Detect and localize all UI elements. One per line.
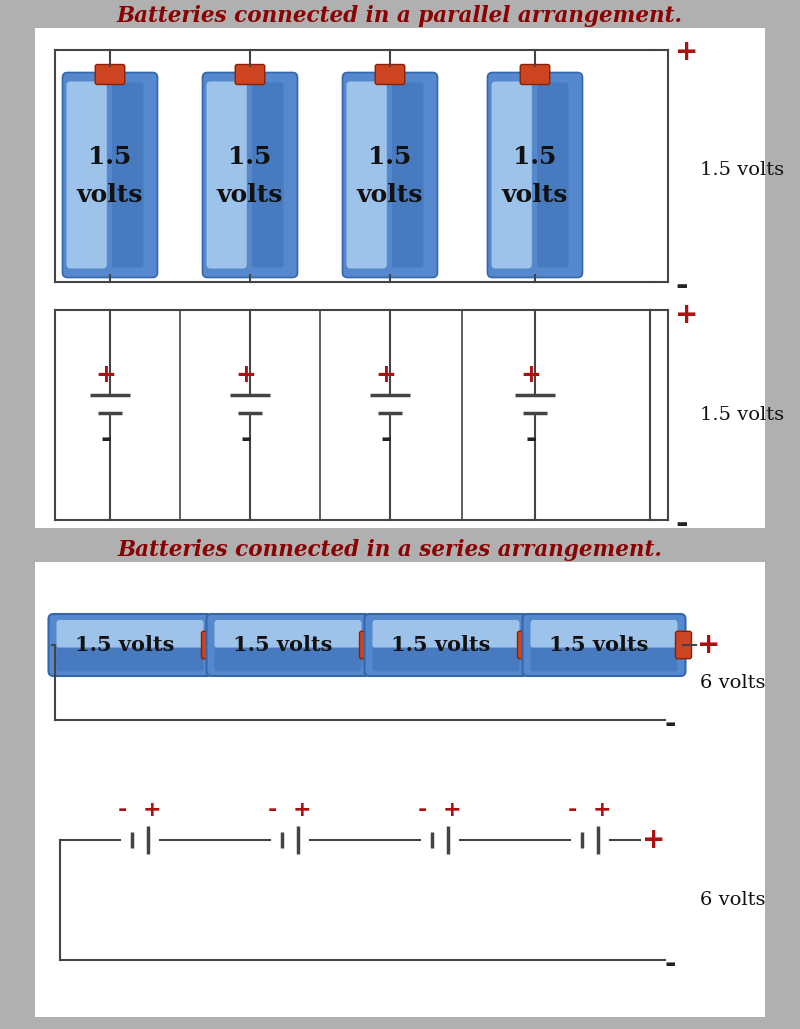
Text: 1.5 volts: 1.5 volts bbox=[700, 406, 784, 424]
Text: +: + bbox=[697, 631, 720, 659]
Text: +: + bbox=[235, 363, 257, 387]
Text: 1.5: 1.5 bbox=[368, 145, 412, 169]
FancyBboxPatch shape bbox=[202, 632, 218, 659]
FancyBboxPatch shape bbox=[487, 72, 582, 278]
FancyBboxPatch shape bbox=[95, 65, 125, 84]
Text: -: - bbox=[380, 425, 392, 453]
FancyBboxPatch shape bbox=[57, 620, 203, 648]
FancyBboxPatch shape bbox=[35, 562, 765, 1017]
Text: 1.5 volts: 1.5 volts bbox=[234, 635, 333, 655]
Text: 1.5: 1.5 bbox=[88, 145, 132, 169]
Text: -: - bbox=[100, 425, 112, 453]
Text: volts: volts bbox=[77, 183, 143, 207]
Text: -: - bbox=[664, 950, 676, 978]
FancyBboxPatch shape bbox=[202, 72, 298, 278]
FancyBboxPatch shape bbox=[530, 647, 678, 671]
Text: +: + bbox=[675, 38, 698, 66]
Text: -: - bbox=[526, 425, 537, 453]
FancyBboxPatch shape bbox=[491, 81, 532, 269]
FancyBboxPatch shape bbox=[392, 82, 423, 268]
Text: -: - bbox=[567, 800, 577, 820]
Text: -: - bbox=[418, 800, 426, 820]
FancyBboxPatch shape bbox=[252, 82, 283, 268]
Text: Batteries connected in a series arrangement.: Batteries connected in a series arrangem… bbox=[118, 539, 662, 561]
Text: 1.5 volts: 1.5 volts bbox=[700, 161, 784, 179]
Text: +: + bbox=[642, 826, 666, 854]
FancyBboxPatch shape bbox=[49, 614, 211, 676]
FancyBboxPatch shape bbox=[214, 647, 362, 671]
FancyBboxPatch shape bbox=[375, 65, 405, 84]
FancyBboxPatch shape bbox=[206, 81, 246, 269]
FancyBboxPatch shape bbox=[346, 81, 387, 269]
FancyBboxPatch shape bbox=[35, 28, 765, 528]
Text: volts: volts bbox=[502, 183, 568, 207]
FancyBboxPatch shape bbox=[522, 614, 686, 676]
FancyBboxPatch shape bbox=[62, 72, 158, 278]
FancyBboxPatch shape bbox=[530, 620, 678, 648]
Text: 1.5: 1.5 bbox=[228, 145, 272, 169]
Text: -: - bbox=[240, 425, 252, 453]
Text: Batteries connected in a parallel arrangement.: Batteries connected in a parallel arrang… bbox=[117, 5, 683, 27]
FancyBboxPatch shape bbox=[537, 82, 569, 268]
Text: 1.5 volts: 1.5 volts bbox=[550, 635, 649, 655]
Text: -: - bbox=[675, 510, 688, 539]
FancyBboxPatch shape bbox=[235, 65, 265, 84]
FancyBboxPatch shape bbox=[206, 614, 370, 676]
FancyBboxPatch shape bbox=[359, 632, 375, 659]
Text: volts: volts bbox=[217, 183, 283, 207]
Text: +: + bbox=[95, 363, 117, 387]
Text: 1.5: 1.5 bbox=[514, 145, 557, 169]
Text: 1.5 volts: 1.5 volts bbox=[391, 635, 490, 655]
FancyBboxPatch shape bbox=[520, 65, 550, 84]
Text: +: + bbox=[521, 363, 542, 387]
Text: 1.5 volts: 1.5 volts bbox=[75, 635, 174, 655]
Text: 6 volts: 6 volts bbox=[700, 891, 766, 909]
FancyBboxPatch shape bbox=[518, 632, 534, 659]
FancyBboxPatch shape bbox=[57, 647, 203, 671]
FancyBboxPatch shape bbox=[112, 82, 143, 268]
Text: 6 volts: 6 volts bbox=[700, 674, 766, 691]
FancyBboxPatch shape bbox=[675, 632, 691, 659]
FancyBboxPatch shape bbox=[365, 614, 527, 676]
Text: volts: volts bbox=[357, 183, 423, 207]
FancyBboxPatch shape bbox=[214, 620, 362, 648]
Text: -: - bbox=[675, 273, 688, 301]
Text: -: - bbox=[267, 800, 277, 820]
Text: -: - bbox=[664, 710, 676, 738]
FancyBboxPatch shape bbox=[342, 72, 438, 278]
Text: +: + bbox=[375, 363, 397, 387]
Text: +: + bbox=[675, 301, 698, 329]
Text: +: + bbox=[593, 800, 611, 820]
Text: +: + bbox=[293, 800, 311, 820]
FancyBboxPatch shape bbox=[373, 647, 519, 671]
Text: -: - bbox=[118, 800, 126, 820]
FancyBboxPatch shape bbox=[373, 620, 519, 648]
FancyBboxPatch shape bbox=[66, 81, 107, 269]
Text: +: + bbox=[442, 800, 462, 820]
Text: +: + bbox=[142, 800, 162, 820]
